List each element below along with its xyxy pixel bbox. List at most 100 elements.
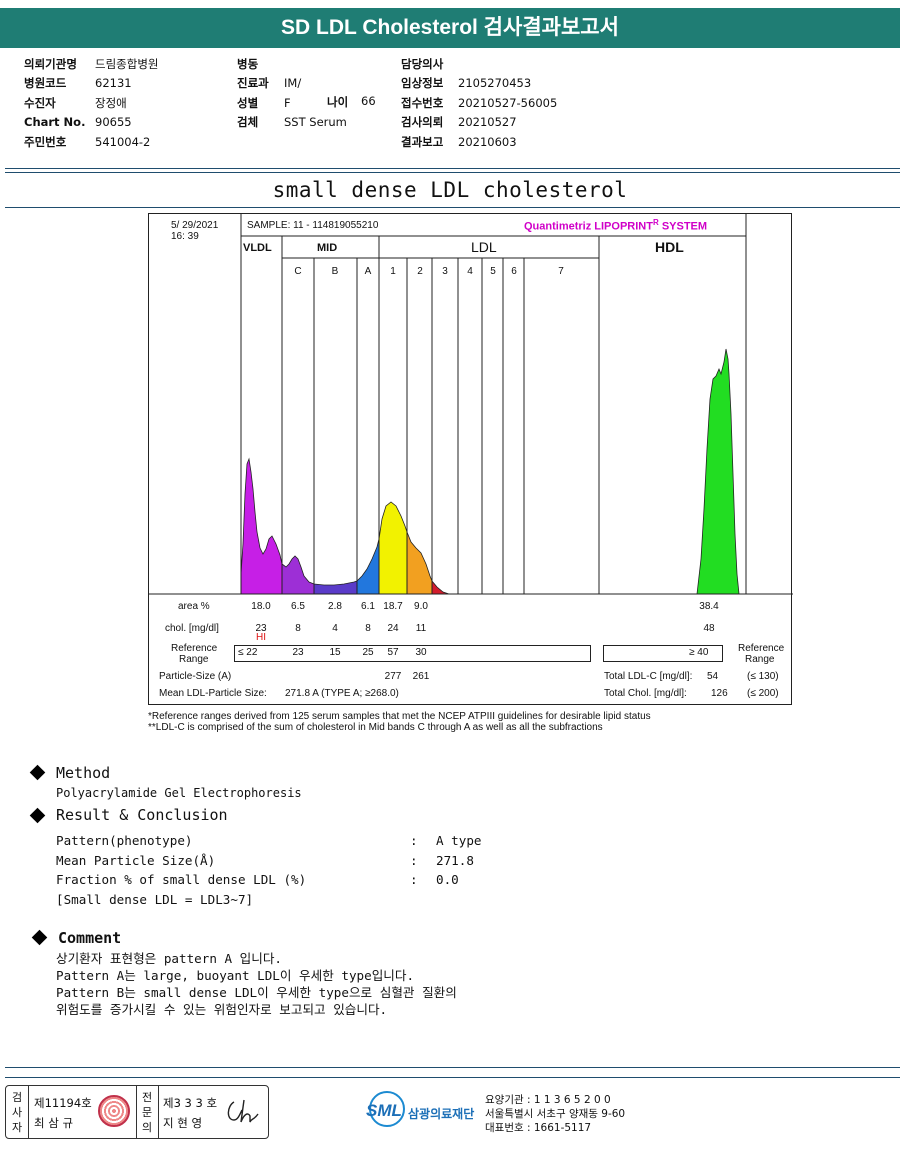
- band-label: 2: [417, 266, 423, 277]
- section-title: small dense LDL cholesterol: [272, 178, 628, 202]
- comment-line: Pattern A는 large, buoyant LDL이 우세한 type입…: [56, 968, 415, 983]
- area-value: 6.1: [361, 601, 375, 612]
- band-label: A: [364, 266, 372, 277]
- org-name: 삼광의료재단: [408, 1107, 475, 1121]
- ref-range-box-hdl: [603, 645, 723, 662]
- vldl-peak: [241, 459, 282, 594]
- band-label: 4: [467, 266, 473, 277]
- info-value: 20210527-56005: [458, 95, 558, 110]
- band-label: 6: [511, 266, 517, 277]
- vlabel-char: 의: [141, 1121, 153, 1134]
- info-label: 수진자: [24, 95, 56, 110]
- info-label: 병원코드: [24, 76, 67, 91]
- sample-id: SAMPLE: 11 - 114819055210: [247, 220, 379, 231]
- divider: [5, 1067, 900, 1068]
- chol-hdl-value: 48: [703, 623, 715, 634]
- comment-line: 상기환자 표현형은 pattern A 입니다.: [56, 951, 283, 966]
- row-label-ref1: Reference: [171, 643, 218, 654]
- info-label: 성별: [237, 95, 259, 110]
- result-label: Mean Particle Size(Å): [56, 853, 216, 868]
- hdl-peak: [697, 349, 739, 594]
- area-value: 9.0: [414, 601, 428, 612]
- group-mid: MID: [317, 242, 338, 254]
- sml-logo-icon: [369, 1091, 405, 1127]
- info-value: SST Serum: [284, 115, 347, 130]
- ref-value: 23: [292, 647, 304, 658]
- area-value: 6.5: [291, 601, 305, 612]
- total-ldl-label: Total LDL-C [mg/dl]:: [604, 671, 693, 682]
- divider: [5, 172, 900, 173]
- ldl3-peak: [432, 581, 449, 594]
- total-chol-ref: (≤ 200): [747, 688, 779, 699]
- particle-value: 277: [384, 671, 402, 682]
- ref-value: 15: [329, 647, 341, 658]
- info-label: 검체: [237, 115, 259, 130]
- seal-stamp-icon: [98, 1095, 130, 1127]
- patient-info-col3: 담당의사 임상정보 2105270453 접수번호 20210527-56005 검…: [401, 55, 557, 152]
- footnote: **LDL-C is comprised of the sum of chole…: [148, 722, 603, 733]
- info-value: 20210527: [458, 115, 517, 130]
- result-value: A type: [436, 833, 482, 848]
- lipoprint-report: 5/ 29/2021 16: 39 SAMPLE: 11 - 114819055…: [148, 213, 793, 705]
- age-label: 나이: [327, 95, 349, 109]
- ref-value: 57: [387, 647, 399, 658]
- info-label: 의뢰기관명: [24, 57, 77, 71]
- info-value: 장정애: [95, 95, 127, 110]
- row-label-ref2: Range: [179, 654, 209, 665]
- vlabel-char: 사: [11, 1106, 23, 1119]
- info-label: 결과보고: [401, 134, 444, 149]
- signature-icon: [227, 1099, 259, 1123]
- bullet-diamond-icon: [31, 929, 48, 946]
- ldl2-peak: [407, 532, 432, 594]
- chol-value: 4: [332, 623, 338, 634]
- info-label: 접수번호: [401, 95, 444, 110]
- ref-value: 25: [362, 647, 374, 658]
- ref-value: 30: [415, 647, 427, 658]
- group-hdl: HDL: [655, 239, 684, 255]
- vlabel-char: 검: [11, 1091, 23, 1104]
- tester-vertical-label: 검 사 자: [6, 1090, 28, 1135]
- row-label-chol: chol. [mg/dl]: [165, 623, 219, 634]
- patient-info-col1: 의뢰기관명 드림종합병원 병원코드 62131 수진자 장정애 Chart No. 90…: [24, 55, 158, 152]
- org-address: 요양기관 : 1 1 3 6 5 2 0 0 서울특별시 서초구 양재동 9-6…: [485, 1093, 625, 1135]
- info-value: 20210603: [458, 134, 517, 149]
- tester-name: 최 삼 규: [34, 1116, 74, 1130]
- vlabel-char: 자: [11, 1121, 23, 1134]
- info-value: 90655: [95, 115, 132, 130]
- chol-value: 24: [387, 623, 399, 634]
- patient-info-col2: 병동 진료과 IM/ 성별 F 검체 SST Serum: [237, 55, 347, 133]
- chol-value: 8: [295, 623, 301, 634]
- sml-logo-text: SML: [366, 1101, 402, 1120]
- area-hdl-value: 38.4: [699, 601, 719, 612]
- registered-mark: R: [652, 218, 659, 227]
- mid-c-peak: [282, 556, 314, 594]
- result-value: 271.8: [436, 853, 474, 868]
- result-label: Fraction % of small dense LDL (%): [56, 872, 307, 887]
- method-text: Polyacrylamide Gel Electrophoresis: [56, 786, 302, 800]
- comment-line: Pattern B는 small dense LDL이 우세한 type으로 심…: [56, 985, 457, 1000]
- chol-value: 23: [255, 623, 267, 634]
- signature-box: 검 사 자 제11194호 최 삼 규 전 문 의 제3 3 3 호 지 현 영: [5, 1085, 269, 1139]
- addr-line: 서울특별시 서초구 양재동 9-60: [485, 1108, 626, 1120]
- mid-a-peak: [357, 539, 379, 594]
- brand-name: Quantimetriz LIPOPRINT: [524, 220, 653, 233]
- band-dividers: [240, 214, 747, 594]
- ref-right-label2: Range: [745, 654, 775, 665]
- comment-heading: Comment: [58, 929, 122, 947]
- info-value: IM/: [284, 76, 302, 91]
- info-label: 임상정보: [401, 76, 444, 91]
- total-chol-value: 126: [711, 688, 728, 699]
- result-value: 0.0: [436, 872, 459, 887]
- addr-line: 요양기관 : 1 1 3 6 5 2 0 0: [485, 1094, 611, 1106]
- doctor-license-no: 제3 3 3 호: [163, 1096, 218, 1110]
- info-value: 드림종합병원: [95, 57, 159, 71]
- chol-value: 11: [415, 623, 427, 634]
- info-value: 2105270453: [458, 76, 532, 91]
- ref-range-box-ldl: [234, 645, 591, 662]
- age-value: 66: [361, 94, 376, 108]
- report-time: 16: 39: [171, 231, 199, 242]
- divider: [5, 1077, 900, 1078]
- lipoprint-brand: Quantimetriz LIPOPRINTR SYSTEM: [524, 218, 707, 233]
- result-note: [Small dense LDL = LDL3~7]: [56, 892, 254, 907]
- vlabel-char: 전: [141, 1091, 153, 1104]
